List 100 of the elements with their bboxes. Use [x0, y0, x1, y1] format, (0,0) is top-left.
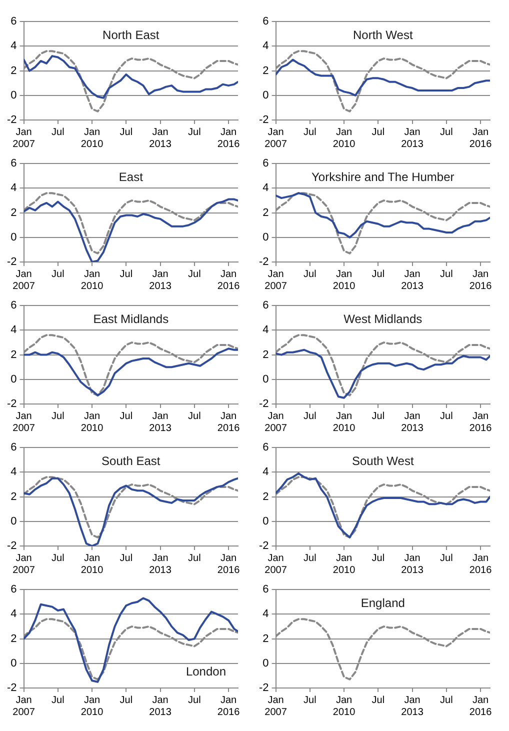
y-tick-label: 0 — [262, 373, 269, 386]
y-tick-label: 2 — [262, 632, 269, 645]
y-tick-label: -2 — [259, 540, 269, 552]
x-tick-label: Jan 2013 — [401, 126, 424, 150]
y-tick-label: -2 — [7, 398, 17, 410]
y-tick-label: 4 — [262, 324, 269, 336]
x-tick-label: Jan 2016 — [217, 268, 240, 292]
x-tick-label: Jan 2016 — [469, 552, 492, 576]
x-tick-label: Jan 2013 — [149, 694, 172, 718]
y-tick-label: 2 — [10, 64, 17, 77]
y-tick-label: 4 — [10, 182, 17, 194]
x-tick-label: Jan 2016 — [217, 694, 240, 718]
y-tick-label: 0 — [10, 515, 17, 528]
y-tick-label: 4 — [10, 324, 17, 336]
x-tick-label: Jan 2010 — [332, 410, 356, 434]
x-tick-label: Jan 2007 — [264, 410, 288, 434]
x-tick-label: Jul — [440, 268, 453, 280]
y-tick-label: 4 — [10, 40, 17, 52]
x-tick-label: Jul — [52, 694, 64, 706]
x-tick-label: Jul — [188, 694, 201, 706]
y-tick-label: 2 — [10, 206, 17, 219]
text: England — [360, 596, 405, 610]
x-tick-label: Jul — [188, 126, 201, 138]
x-tick-label: Jul — [52, 268, 64, 280]
y-tick-label: 6 — [262, 158, 269, 170]
y-tick-label: 6 — [10, 442, 17, 454]
y-tick-label: 6 — [262, 300, 269, 312]
text: East Midlands — [93, 312, 169, 326]
y-tick-label: 4 — [262, 182, 269, 194]
x-tick-label: Jan 2007 — [12, 126, 36, 150]
x-tick-label: Jul — [304, 410, 316, 422]
text: North East — [102, 28, 160, 42]
y-tick-label: 6 — [10, 158, 17, 170]
y-tick-label: -2 — [259, 682, 269, 694]
x-tick-label: Jul — [304, 552, 316, 564]
x-tick-label: Jan 2007 — [12, 410, 36, 434]
x-tick-label: Jan 2010 — [332, 268, 356, 292]
y-tick-label: 4 — [10, 466, 17, 478]
x-tick-label: Jan 2016 — [469, 126, 492, 150]
x-tick-label: Jan 2013 — [401, 410, 424, 434]
x-tick-label: Jan 2010 — [80, 694, 104, 718]
y-tick-label: -2 — [259, 114, 269, 126]
x-tick-label: Jan 2016 — [217, 410, 240, 434]
x-tick-label: Jan 2013 — [401, 552, 424, 576]
y-tick-label: 0 — [262, 89, 269, 102]
x-tick-label: Jul — [440, 694, 453, 706]
y-tick-label: 0 — [262, 515, 269, 528]
x-tick-label: Jan 2016 — [217, 126, 240, 150]
y-tick-label: 4 — [262, 466, 269, 478]
y-tick-label: 6 — [10, 584, 17, 596]
y-tick-label: 4 — [10, 608, 17, 620]
y-tick-label: 6 — [10, 300, 17, 312]
x-tick-label: Jul — [52, 126, 64, 138]
x-tick-label: Jul — [372, 410, 385, 422]
text: East — [118, 170, 144, 184]
x-tick-label: Jul — [372, 126, 385, 138]
y-tick-label: 0 — [10, 231, 17, 244]
x-tick-label: Jul — [52, 410, 64, 422]
y-tick-label: 0 — [262, 231, 269, 244]
x-tick-label: Jan 2013 — [149, 410, 172, 434]
x-tick-label: Jan 2016 — [469, 694, 492, 718]
x-tick-label: Jul — [440, 410, 453, 422]
y-tick-label: -2 — [7, 114, 17, 126]
x-tick-label: Jan 2007 — [264, 268, 288, 292]
y-tick-label: 2 — [262, 206, 269, 219]
x-tick-label: Jul — [304, 268, 316, 280]
y-tick-label: 0 — [10, 89, 17, 102]
text: South East — [102, 454, 161, 468]
y-tick-label: 6 — [10, 16, 17, 28]
y-tick-label: 6 — [262, 584, 269, 596]
x-tick-label: Jan 2010 — [332, 552, 356, 576]
text: Yorkshire and The Humber — [312, 170, 454, 184]
y-tick-label: 6 — [262, 442, 269, 454]
y-tick-label: 2 — [10, 490, 17, 503]
x-tick-label: Jul — [372, 694, 385, 706]
x-tick-label: Jan 2013 — [401, 268, 424, 292]
y-tick-label: 2 — [262, 490, 269, 503]
x-tick-label: Jul — [188, 410, 201, 422]
text: South West — [352, 454, 414, 468]
x-tick-label: Jan 2013 — [149, 268, 172, 292]
y-tick-label: -2 — [7, 256, 17, 268]
x-tick-label: Jul — [440, 552, 453, 564]
x-tick-label: Jan 2007 — [264, 552, 288, 576]
x-tick-label: Jan 2007 — [264, 694, 288, 718]
text: North West — [352, 28, 414, 42]
y-tick-label: -2 — [259, 256, 269, 268]
x-tick-label: Jul — [52, 552, 64, 564]
x-tick-label: Jan 2007 — [12, 552, 36, 576]
y-tick-label: 0 — [10, 657, 17, 670]
y-tick-label: 2 — [10, 632, 17, 645]
x-tick-label: Jan 2013 — [401, 694, 424, 718]
y-tick-label: 4 — [262, 608, 269, 620]
text: West Midlands — [344, 312, 422, 326]
x-tick-label: Jul — [372, 268, 385, 280]
x-tick-label: Jan 2010 — [80, 268, 104, 292]
x-tick-label: Jul — [120, 694, 133, 706]
x-tick-label: Jan 2016 — [469, 410, 492, 434]
x-tick-label: Jan 2013 — [149, 552, 172, 576]
y-tick-label: -2 — [7, 540, 17, 552]
y-tick-label: 2 — [262, 64, 269, 77]
